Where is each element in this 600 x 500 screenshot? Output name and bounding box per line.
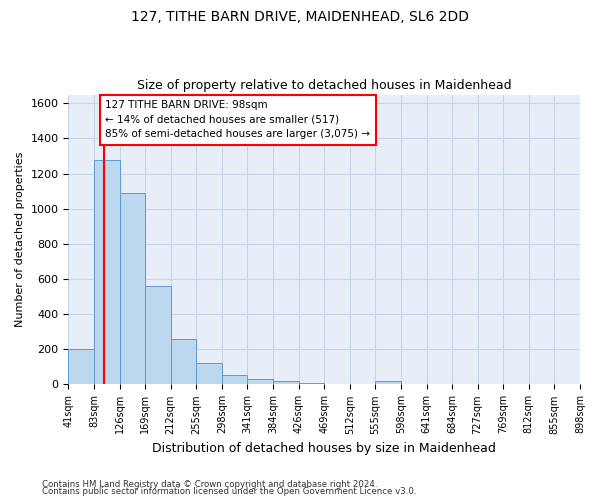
Text: 127, TITHE BARN DRIVE, MAIDENHEAD, SL6 2DD: 127, TITHE BARN DRIVE, MAIDENHEAD, SL6 2… [131,10,469,24]
Bar [376,381,401,384]
Bar [119,193,145,384]
Text: Contains public sector information licensed under the Open Government Licence v3: Contains public sector information licen… [42,487,416,496]
Bar [94,160,119,384]
Bar [299,382,324,384]
Bar [145,286,171,384]
Y-axis label: Number of detached properties: Number of detached properties [15,152,25,327]
Text: Contains HM Land Registry data © Crown copyright and database right 2024.: Contains HM Land Registry data © Crown c… [42,480,377,489]
Title: Size of property relative to detached houses in Maidenhead: Size of property relative to detached ho… [137,79,512,92]
Bar [196,364,222,384]
Text: 127 TITHE BARN DRIVE: 98sqm
← 14% of detached houses are smaller (517)
85% of se: 127 TITHE BARN DRIVE: 98sqm ← 14% of det… [106,100,370,140]
Bar [222,375,247,384]
Bar [171,339,196,384]
Bar [273,381,299,384]
Bar [68,350,94,384]
Bar [247,379,273,384]
X-axis label: Distribution of detached houses by size in Maidenhead: Distribution of detached houses by size … [152,442,496,455]
